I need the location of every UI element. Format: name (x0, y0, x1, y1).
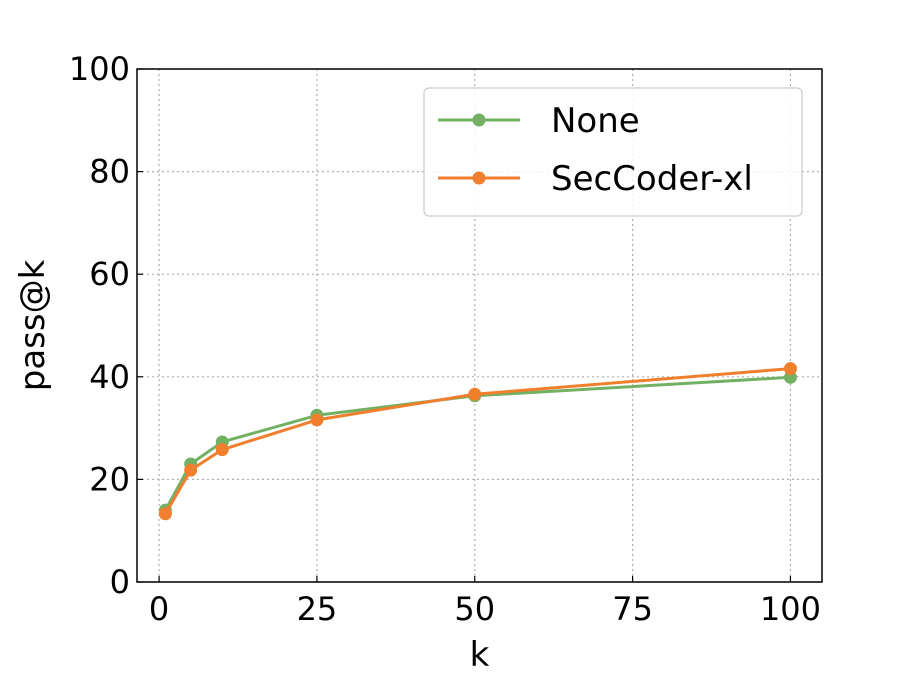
x-tick-label: 25 (297, 590, 338, 628)
y-tick-label: 60 (89, 255, 130, 293)
data-point (783, 362, 797, 376)
x-axis-label: k (470, 635, 490, 675)
data-point (184, 463, 198, 477)
data-point (215, 443, 229, 457)
series-line (164, 367, 791, 515)
series-seccoder-xl (158, 362, 797, 521)
x-tick-label: 0 (149, 590, 169, 628)
x-tick-label: 100 (760, 590, 821, 628)
y-axis-label: pass@k (13, 259, 53, 391)
axis-ticks: 0 25 50 75 100 0 20 40 60 80 100 (69, 50, 821, 628)
y-tick-label: 0 (110, 563, 130, 601)
legend-marker (472, 113, 486, 127)
x-tick-label: 75 (612, 590, 653, 628)
y-tick-label: 40 (89, 358, 130, 396)
legend: None SecCoder-xl (423, 87, 803, 217)
plot-frame (136, 68, 823, 583)
y-tick-label: 80 (89, 153, 130, 191)
series-layer (158, 362, 797, 521)
y-tick-label: 100 (69, 50, 130, 88)
legend-label: SecCoder-xl (551, 159, 753, 199)
data-point (310, 413, 324, 427)
data-point (468, 387, 482, 401)
legend-entry: None (438, 101, 640, 141)
x-tick-label: 50 (454, 590, 495, 628)
legend-marker (472, 171, 486, 185)
legend-label: None (551, 101, 640, 141)
data-point (158, 507, 172, 521)
y-tick-label: 20 (89, 460, 130, 498)
legend-entry: SecCoder-xl (438, 159, 753, 199)
